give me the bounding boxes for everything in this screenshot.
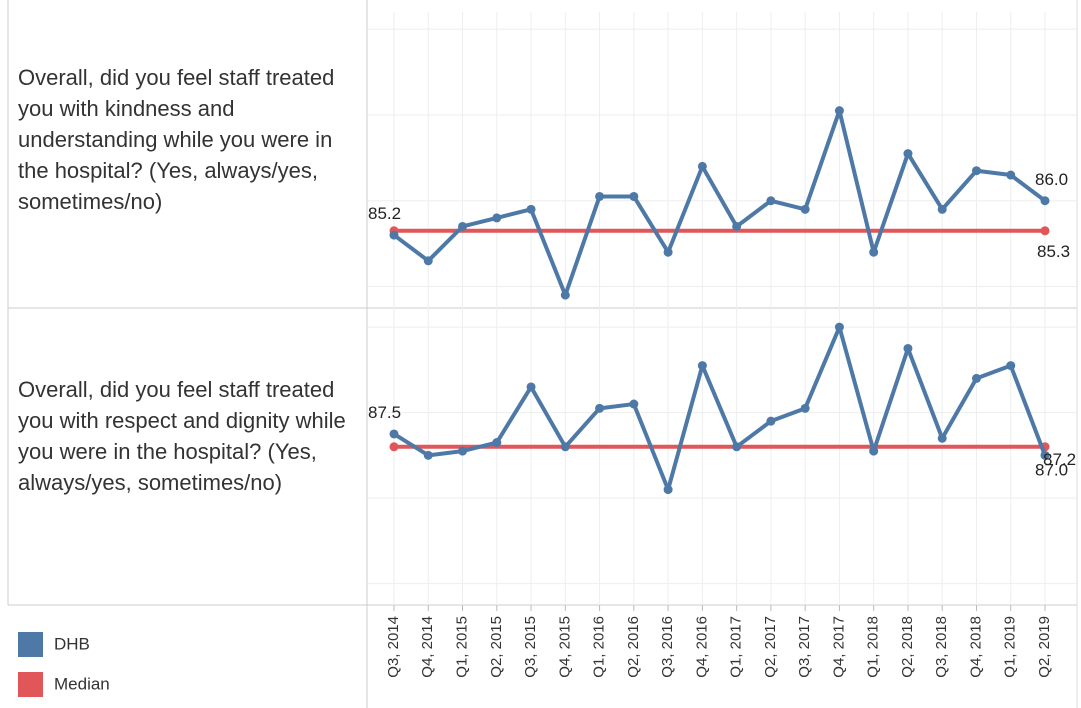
x-tick-label: Q1, 2015 bbox=[453, 616, 470, 678]
dhb-point bbox=[663, 247, 673, 257]
value-label: 86.0 bbox=[1035, 170, 1068, 189]
x-tick-label: Q4, 2015 bbox=[556, 616, 573, 678]
dhb-point bbox=[1006, 361, 1016, 371]
median-label: 85.3 bbox=[1037, 242, 1070, 261]
x-tick-label: Q4, 2014 bbox=[419, 616, 436, 678]
x-tick-label: Q1, 2019 bbox=[1002, 616, 1019, 678]
x-tick-label: Q1, 2017 bbox=[728, 616, 745, 678]
dhb-point bbox=[869, 446, 879, 456]
dhb-point bbox=[971, 166, 981, 176]
dhb-point bbox=[560, 290, 570, 300]
x-tick-label: Q3, 2017 bbox=[796, 616, 813, 678]
x-tick-label: Q4, 2018 bbox=[967, 616, 984, 678]
dhb-point bbox=[526, 204, 536, 214]
dhb-point bbox=[697, 161, 707, 171]
dhb-point bbox=[697, 361, 707, 371]
dhb-point bbox=[937, 433, 947, 443]
dhb-point bbox=[800, 204, 810, 214]
dhb-point bbox=[389, 429, 399, 439]
dhb-point bbox=[663, 485, 673, 495]
median-point bbox=[389, 442, 399, 452]
median-point bbox=[1040, 226, 1050, 236]
dhb-point bbox=[1006, 170, 1016, 180]
dhb-point bbox=[834, 106, 844, 116]
dhb-point bbox=[903, 149, 913, 159]
dhb-point bbox=[834, 322, 844, 332]
dhb-line bbox=[392, 108, 1047, 298]
dhb-point bbox=[492, 213, 502, 223]
x-tick-label: Q2, 2018 bbox=[899, 616, 916, 678]
dhb-point bbox=[1040, 196, 1050, 206]
question-title: Overall, did you feel staff treated you … bbox=[18, 377, 346, 495]
x-tick-label: Q3, 2016 bbox=[659, 616, 676, 678]
dhb-point bbox=[458, 221, 468, 231]
legend-label: Median bbox=[54, 674, 110, 693]
dhb-point bbox=[732, 221, 742, 231]
dhb-point bbox=[869, 247, 879, 257]
dhb-point bbox=[458, 446, 468, 456]
legend-label: DHB bbox=[54, 634, 90, 653]
dhb-point bbox=[389, 230, 399, 240]
x-tick-label: Q3, 2014 bbox=[385, 616, 402, 678]
dhb-point bbox=[766, 416, 776, 426]
x-tick-label: Q1, 2018 bbox=[865, 616, 882, 678]
dhb-point bbox=[629, 399, 639, 409]
question-title: Overall, did you feel staff treated you … bbox=[18, 65, 335, 214]
value-label: 85.2 bbox=[368, 204, 401, 223]
x-tick-label: Q2, 2015 bbox=[488, 616, 505, 678]
x-tick-label: Q1, 2016 bbox=[591, 616, 608, 678]
x-tick-label: Q4, 2017 bbox=[830, 616, 847, 678]
value-label: 87.5 bbox=[368, 403, 401, 422]
x-tick-label: Q2, 2017 bbox=[762, 616, 779, 678]
dhb-point bbox=[492, 438, 502, 448]
x-tick-label: Q3, 2018 bbox=[933, 616, 950, 678]
dhb-point bbox=[423, 450, 433, 460]
x-tick-label: Q4, 2016 bbox=[693, 616, 710, 678]
dhb-point bbox=[560, 442, 570, 452]
dhb-point bbox=[732, 442, 742, 452]
x-tick-label: Q3, 2015 bbox=[522, 616, 539, 678]
dhb-line bbox=[392, 325, 1047, 492]
dhb-point bbox=[629, 191, 639, 201]
legend-swatch bbox=[18, 632, 43, 657]
dhb-point bbox=[903, 343, 913, 353]
x-tick-label: Q2, 2019 bbox=[1036, 616, 1053, 678]
legend-swatch bbox=[18, 672, 43, 697]
median-label: 87.2 bbox=[1043, 450, 1076, 469]
dhb-point bbox=[423, 256, 433, 266]
dhb-point bbox=[595, 191, 605, 201]
value-label: 87.0 bbox=[1035, 460, 1068, 479]
dhb-point bbox=[800, 403, 810, 413]
dhb-point bbox=[971, 373, 981, 383]
dhb-point bbox=[766, 196, 776, 206]
x-tick-label: Q2, 2016 bbox=[625, 616, 642, 678]
dhb-point bbox=[526, 382, 536, 392]
dhb-point bbox=[937, 204, 947, 214]
dhb-point bbox=[1040, 450, 1050, 460]
dhb-point bbox=[595, 403, 605, 413]
